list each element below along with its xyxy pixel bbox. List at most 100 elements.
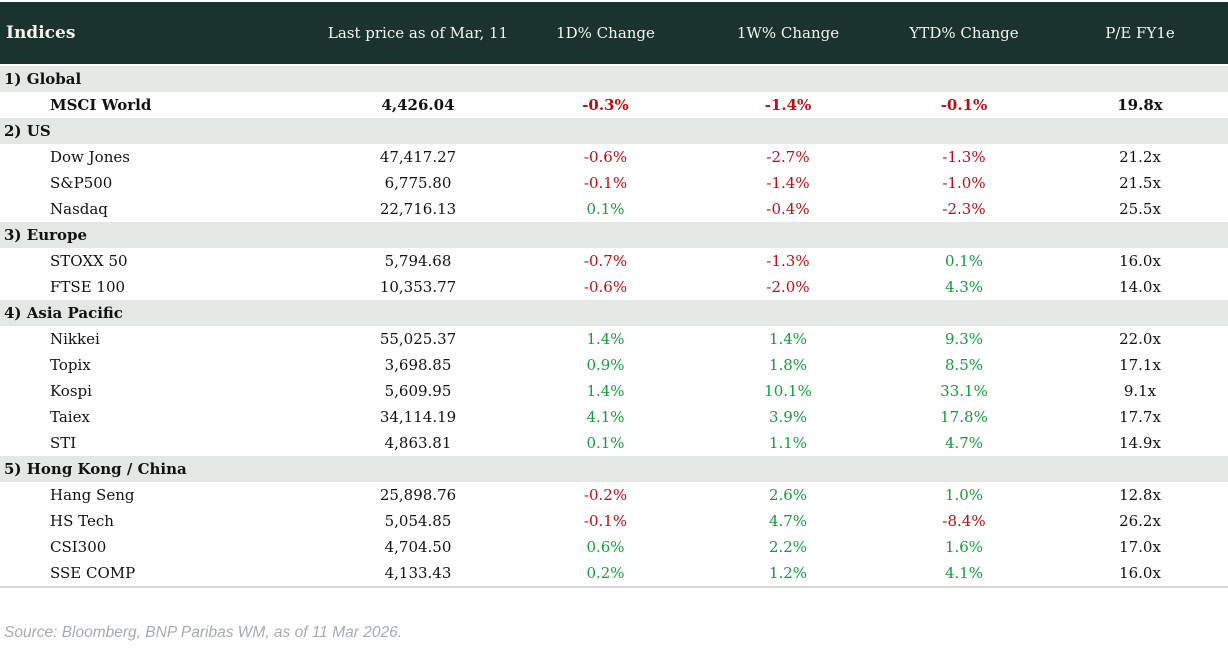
1d-change-value: 1.4% [586,382,625,400]
section-row: 2) US [0,118,1228,144]
1w-change-value: -1.4% [764,96,812,114]
last-price-value: 5,054.85 [384,512,452,530]
pe-value: 17.0x [1119,538,1161,556]
pe-value: 25.5x [1119,200,1161,218]
1w-change-value: -1.4% [766,174,810,192]
index-row: Nikkei 55,025.37 1.4% 1.4% 9.3% 22.0x [0,326,1228,352]
index-name: Topix [50,356,91,374]
index-row: HS Tech 5,054.85 -0.1% 4.7% -8.4% 26.2x [0,508,1228,534]
section-label: 4) Asia Pacific [0,300,1228,326]
section-row: 4) Asia Pacific [0,300,1228,326]
index-row: Hang Seng 25,898.76 -0.2% 2.6% 1.0% 12.8x [0,482,1228,508]
1w-change-value: -0.4% [766,200,810,218]
pe-value: 14.9x [1119,434,1161,452]
column-header-last-price: Last price as of Mar, 11 [325,2,511,66]
index-row: Topix 3,698.85 0.9% 1.8% 8.5% 17.1x [0,352,1228,378]
1w-change-value: 1.2% [768,564,808,582]
index-row: STI 4,863.81 0.1% 1.1% 4.7% 14.9x [0,430,1228,456]
index-row: FTSE 100 10,353.77 -0.6% -2.0% 4.3% 14.0x [0,274,1228,300]
last-price-value: 4,426.04 [381,96,455,114]
pe-value: 21.2x [1119,148,1161,166]
index-row: Kospi 5,609.95 1.4% 10.1% 33.1% 9.1x [0,378,1228,404]
section-label: 5) Hong Kong / China [0,456,1228,482]
pe-value: 21.5x [1119,174,1161,192]
1d-change-value: 0.2% [586,564,625,582]
pe-value: 19.8x [1117,96,1163,114]
ytd-change-value: -8.4% [942,512,986,530]
indices-page: Indices Last price as of Mar, 11 1D% Chang… [0,2,1228,642]
pe-value: 9.1x [1123,382,1157,400]
index-name: Nasdaq [50,200,108,218]
last-price-value: 10,353.77 [379,278,457,296]
index-name: Taiex [50,408,90,426]
1d-change-value: 0.1% [586,434,625,452]
1d-change-value: 1.4% [586,330,625,348]
pe-value: 22.0x [1119,330,1161,348]
index-name: Dow Jones [50,148,130,166]
index-row: Taiex 34,114.19 4.1% 3.9% 17.8% 17.7x [0,404,1228,430]
1w-change-value: 10.1% [764,382,812,400]
index-name: STOXX 50 [50,252,128,270]
1d-change-value: -0.1% [583,174,628,192]
last-price-value: 4,704.50 [384,538,452,556]
1w-change-value: -2.0% [766,278,810,296]
ytd-change-value: 4.7% [944,434,984,452]
index-row: CSI300 4,704.50 0.6% 2.2% 1.6% 17.0x [0,534,1228,560]
section-label: 3) Europe [0,222,1228,248]
1w-change-value: 1.8% [768,356,808,374]
1d-change-value: 0.1% [586,200,625,218]
index-name: Nikkei [50,330,100,348]
table-header-row: Indices Last price as of Mar, 11 1D% Chang… [0,2,1228,66]
index-row: Dow Jones 47,417.27 -0.6% -2.7% -1.3% 21.2x [0,144,1228,170]
ytd-change-value: -1.3% [942,148,986,166]
1w-change-value: -2.7% [766,148,810,166]
index-name: MSCI World [50,96,152,114]
1w-change-value: -1.3% [766,252,810,270]
pe-value: 17.7x [1119,408,1161,426]
ytd-change-value: 9.3% [944,330,984,348]
last-price-value: 22,716.13 [379,200,457,218]
section-row: 3) Europe [0,222,1228,248]
last-price-value: 25,898.76 [379,486,457,504]
1d-change-value: 4.1% [586,408,625,426]
index-name: Kospi [50,382,92,400]
1w-change-value: 1.4% [768,330,808,348]
pe-value: 17.1x [1119,356,1161,374]
last-price-value: 4,133.43 [384,564,452,582]
last-price-value: 34,114.19 [379,408,457,426]
1d-change-value: -0.6% [583,278,628,296]
index-name: Hang Seng [50,486,135,504]
index-row: S&P500 6,775.80 -0.1% -1.4% -1.0% 21.5x [0,170,1228,196]
last-price-value: 47,417.27 [379,148,457,166]
index-name: S&P500 [50,174,113,192]
source-note: Source: Bloomberg, BNP Paribas WM, as of… [4,624,403,641]
column-header-indices: Indices [0,2,325,66]
1d-change-value: -0.3% [582,96,629,114]
section-row: 5) Hong Kong / China [0,456,1228,482]
last-price-value: 3,698.85 [384,356,452,374]
1d-change-value: -0.1% [583,512,628,530]
pe-value: 16.0x [1119,252,1161,270]
index-row: STOXX 50 5,794.68 -0.7% -1.3% 0.1% 16.0x [0,248,1228,274]
ytd-change-value: -0.1% [940,96,988,114]
section-label: 1) Global [0,65,1228,92]
section-row: 1) Global [0,65,1228,92]
pe-value: 14.0x [1119,278,1161,296]
1w-change-value: 2.6% [768,486,808,504]
1w-change-value: 3.9% [768,408,808,426]
1d-change-value: -0.6% [583,148,628,166]
1w-change-value: 4.7% [768,512,808,530]
ytd-change-value: 1.6% [944,538,984,556]
last-price-value: 5,609.95 [384,382,452,400]
1d-change-value: -0.7% [583,252,628,270]
last-price-value: 6,775.80 [384,174,452,192]
section-label: 2) US [0,118,1228,144]
indices-table: Indices Last price as of Mar, 11 1D% Chang… [0,2,1228,588]
index-name: SSE COMP [50,564,136,582]
ytd-change-value: 17.8% [940,408,988,426]
ytd-change-value: 4.3% [944,278,984,296]
column-header-ytd-change: YTD% Change [876,2,1052,66]
pe-value: 12.8x [1119,486,1161,504]
index-row: Nasdaq 22,716.13 0.1% -0.4% -2.3% 25.5x [0,196,1228,222]
1d-change-value: 0.6% [586,538,625,556]
